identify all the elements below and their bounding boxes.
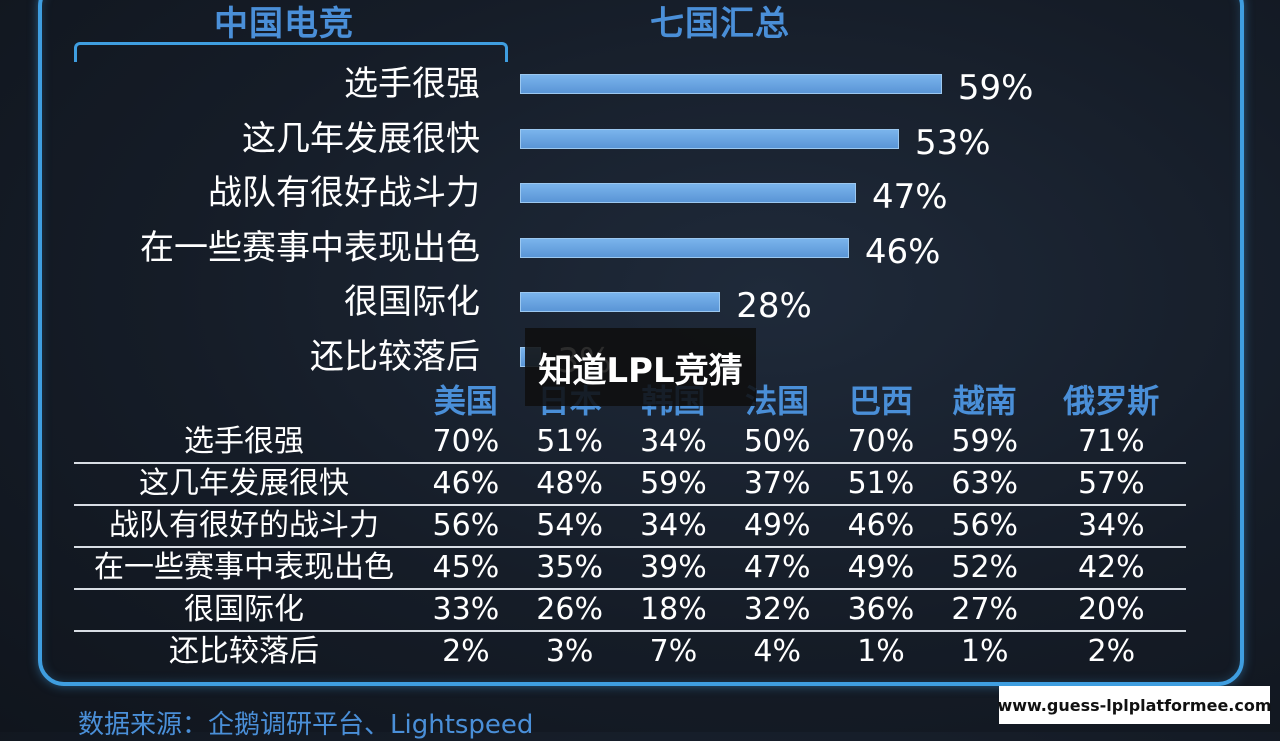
table-cell: 57% <box>1036 463 1186 506</box>
bar <box>520 128 899 149</box>
bar-value-label: 28% <box>736 286 812 326</box>
table-cell: 56% <box>414 505 518 548</box>
table-cell: 7% <box>649 634 698 669</box>
table-column-header: 美国 <box>433 382 498 420</box>
table-cell: 49% <box>829 547 933 590</box>
heading-right: 七国汇总 <box>650 4 790 44</box>
table-cell: 51% <box>829 463 933 506</box>
table-cell: 27% <box>932 589 1037 632</box>
table-cell: 48% <box>517 463 622 506</box>
table-cell: 56% <box>932 505 1037 548</box>
table-cell: 1% <box>857 634 905 669</box>
table-cell: 47% <box>725 547 830 590</box>
heading-bracket <box>74 42 508 62</box>
table-cell: 59% <box>932 422 1037 464</box>
table-cell: 63% <box>932 463 1037 506</box>
table-row: 还比较落后 2% 3% 7% 4% 1% 1% 2% <box>74 631 1186 672</box>
table-cell: 59% <box>621 463 726 506</box>
table-cell: 37% <box>725 463 830 506</box>
table-row-label: 在一些赛事中表现出色 <box>74 547 414 590</box>
table-cell: 46% <box>829 505 933 548</box>
bar-label: 战队有很好战斗力 <box>208 173 480 213</box>
bar-value-label: 59% <box>957 68 1034 108</box>
bar <box>520 292 721 312</box>
table-column-header: 越南 <box>952 382 1017 420</box>
bar <box>520 237 849 258</box>
panel-frame <box>38 0 1244 686</box>
table-cell: 3% <box>545 634 594 669</box>
table-row: 这几年发展很快 46% 48% 59% 37% 51% 63% 57% <box>74 463 1186 506</box>
table-cell: 33% <box>414 589 518 632</box>
table-row-label: 这几年发展很快 <box>74 463 414 506</box>
table-cell: 2% <box>1087 634 1136 669</box>
bar-chart: 选手很强 59% 这几年发展很快 53% 战队有很好战斗力 47% 在一些赛事中表现出色 46… <box>140 64 1034 377</box>
table-row: 选手很强 70% 51% 34% 50% 70% 59% 71% <box>74 422 1186 464</box>
table-cell: 49% <box>725 505 830 548</box>
bar-value-label: 46% <box>864 231 941 272</box>
url-badge: www.guess-lplplatformee.com <box>997 686 1272 724</box>
overlay-banner: 知道LPL竞猜 <box>525 328 756 406</box>
table-cell: 70% <box>829 422 933 464</box>
bar-label: 这几年发展很快 <box>242 118 480 159</box>
bar <box>520 74 942 94</box>
bar-label: 选手很强 <box>344 64 480 104</box>
table-row-label: 还比较落后 <box>169 634 319 669</box>
table-cell: 52% <box>932 547 1037 590</box>
table-row-label: 战队有很好的战斗力 <box>74 505 414 548</box>
bar-label: 还比较落后 <box>310 336 480 377</box>
table-row: 在一些赛事中表现出色 45% 35% 39% 47% 49% 52% 42% <box>74 547 1186 590</box>
bar-label: 在一些赛事中表现出色 <box>140 227 480 268</box>
table-cell: 32% <box>725 589 830 632</box>
table-row-label: 很国际化 <box>74 589 414 632</box>
table-cell: 45% <box>414 547 518 590</box>
table-cell: 20% <box>1036 589 1186 632</box>
table-cell: 18% <box>621 589 726 632</box>
table-column-header: 巴西 <box>848 382 913 420</box>
table-cell: 34% <box>621 505 726 548</box>
table-cell: 50% <box>725 422 830 464</box>
table-cell: 42% <box>1036 547 1186 590</box>
table-row: 战队有很好的战斗力 56% 54% 34% 49% 46% 56% 34% <box>74 505 1186 548</box>
table-cell: 34% <box>1036 505 1186 548</box>
table-cell: 26% <box>517 589 622 632</box>
bar-value-label: 53% <box>914 122 991 163</box>
table-cell: 35% <box>517 547 622 590</box>
table-cell: 54% <box>517 505 622 548</box>
table-cell: 4% <box>753 634 801 669</box>
table-body: 选手很强 70% 51% 34% 50% 70% 59% 71% 这几年发展很快 46% 48% 59… <box>74 422 1186 672</box>
table-cell: 46% <box>414 463 518 506</box>
table-column-header: 俄罗斯 <box>1063 382 1160 420</box>
bar-label: 很国际化 <box>344 282 480 322</box>
bar <box>520 183 857 203</box>
table-cell: 71% <box>1036 422 1186 464</box>
table-cell: 70% <box>414 422 518 464</box>
table-cell: 1% <box>960 634 1009 669</box>
table-cell: 34% <box>621 422 726 464</box>
country-table: 美国日本韩国法国巴西越南俄罗斯 选手很强70%51%34%50%70%59%71… <box>74 376 1186 672</box>
heading-left: 中国电竞 <box>214 4 354 44</box>
table-header-corner <box>74 376 414 422</box>
table-row-label: 选手很强 <box>74 422 414 464</box>
table-cell: 2% <box>442 634 490 669</box>
bar-value-label: 47% <box>872 177 948 217</box>
table-cell: 51% <box>517 422 622 464</box>
table-row: 很国际化 33% 26% 18% 32% 36% 27% 20% <box>74 589 1186 632</box>
table-cell: 36% <box>829 589 933 632</box>
table-cell: 39% <box>621 547 726 590</box>
source-note: 数据来源：企鹅调研平台、Lightspeed <box>78 710 534 740</box>
